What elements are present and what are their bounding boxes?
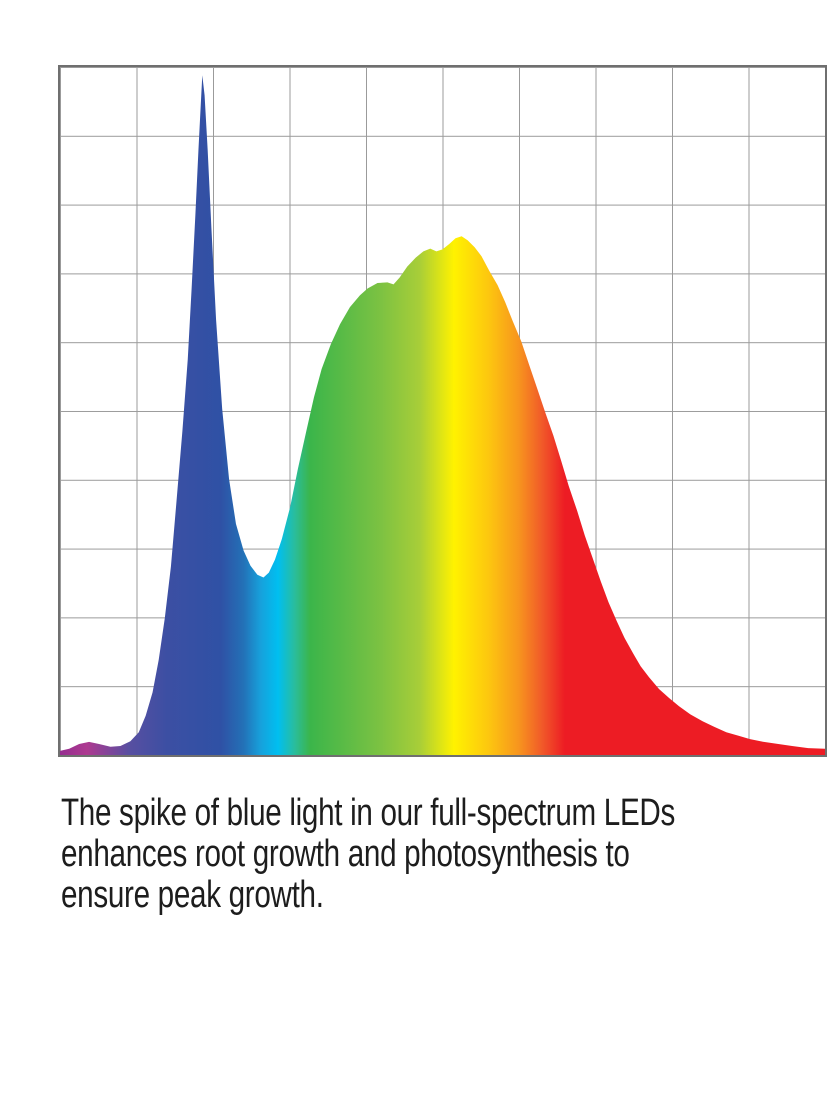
caption-line: The spike of blue light in our full-spec… [61, 792, 676, 834]
caption-line: ensure peak growth. [61, 874, 324, 916]
caption-line: enhances root growth and photosynthesis … [61, 833, 630, 875]
spectrum-svg [60, 75, 825, 755]
spectrum-chart [58, 65, 827, 757]
caption: The spike of blue light in our full-spec… [61, 793, 675, 916]
spectrum-area [60, 75, 825, 755]
